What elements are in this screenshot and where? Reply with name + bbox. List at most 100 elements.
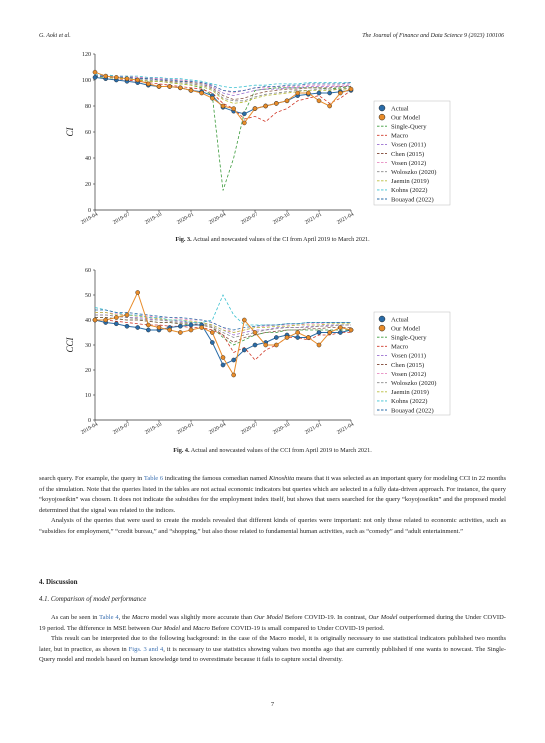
subsection-heading-comparison: 4.1. Comparison of model performance xyxy=(39,596,147,603)
point-actual xyxy=(188,322,194,328)
series-line-woloszko-2020 xyxy=(95,314,351,338)
point-our-model xyxy=(220,355,226,360)
point-our-model xyxy=(103,317,108,323)
point-our-model xyxy=(135,290,140,295)
point-our-model xyxy=(242,317,247,323)
x-tick-label: 2021-04 xyxy=(336,421,355,435)
point-our-model xyxy=(92,69,98,75)
point-actual xyxy=(146,327,151,333)
series-line-vosen-2011 xyxy=(95,314,351,336)
legend-marker-our-model xyxy=(378,113,386,121)
x-tick-label: 2020-10 xyxy=(272,211,291,225)
point-our-model xyxy=(188,327,194,333)
point-our-model xyxy=(338,325,343,330)
point-our-model xyxy=(327,330,332,335)
y-tick-label: 60 xyxy=(85,130,91,136)
point-our-model xyxy=(274,342,279,348)
point-our-model xyxy=(220,103,226,109)
series-line-macro xyxy=(95,319,351,361)
x-tick-label: 2020-04 xyxy=(208,211,227,225)
figure-4-label: Fig. 4. xyxy=(173,447,190,454)
point-our-model xyxy=(295,90,300,96)
point-our-model xyxy=(348,86,354,92)
x-tick-label: 2019-07 xyxy=(112,211,131,225)
x-tick-label: 2020-07 xyxy=(240,421,259,435)
point-our-model xyxy=(167,327,172,333)
figure-3-label: Fig. 3. xyxy=(175,236,192,243)
series-line-chen-2015 xyxy=(95,317,351,343)
point-actual xyxy=(220,362,226,368)
figure-3-caption-text: Actual and nowcasted values of the CI fr… xyxy=(192,236,370,243)
legend-label-our-model: Our Model xyxy=(391,114,420,121)
y-tick-label: 120 xyxy=(82,52,91,58)
y-tick-label: 0 xyxy=(88,208,91,214)
legend-label-actual: Actual xyxy=(391,105,409,112)
running-header-journal: The Journal of Finance and Data Science … xyxy=(362,33,504,39)
point-our-model xyxy=(252,106,258,111)
point-actual xyxy=(242,347,247,353)
legend-label-vosen-2011: Vosen (2011) xyxy=(391,353,426,360)
y-tick-label: 30 xyxy=(85,343,91,349)
point-our-model xyxy=(156,325,162,330)
figure-4-caption-text: Actual and nowcasted values of the CCI f… xyxy=(190,447,372,454)
section-heading-discussion: 4. Discussion xyxy=(39,578,78,586)
figs-3-4-link[interactable]: Figs. 3 and 4 xyxy=(128,645,164,653)
y-tick-label: 20 xyxy=(85,182,91,188)
point-our-model xyxy=(231,106,236,111)
x-tick-label: 2019-10 xyxy=(144,211,163,225)
legend-marker-our-model xyxy=(378,324,386,332)
x-tick-label: 2020-04 xyxy=(208,421,227,435)
point-our-model xyxy=(178,85,183,91)
legend: Actual Our Model Single-Query Macro Vosen (2… xyxy=(373,100,451,206)
point-our-model xyxy=(295,330,300,335)
series-line-bouayad-2022 xyxy=(95,75,352,93)
point-our-model xyxy=(135,77,140,83)
point-actual xyxy=(295,335,300,340)
legend-label-our-model: Our Model xyxy=(391,325,420,332)
y-tick-label: 0 xyxy=(88,418,91,424)
table-4-link[interactable]: Table 4 xyxy=(99,614,119,621)
y-tick-label: 40 xyxy=(85,156,91,162)
point-our-model xyxy=(306,90,311,96)
legend-box xyxy=(373,100,451,206)
point-actual xyxy=(92,75,98,80)
point-our-model xyxy=(252,330,258,335)
x-tick-label: 2020-01 xyxy=(176,211,195,225)
x-tick-label: 2020-10 xyxy=(272,421,291,435)
legend-label-macro: Macro xyxy=(391,344,409,351)
point-our-model xyxy=(316,98,322,104)
figure-4-caption: Fig. 4. Actual and nowcasted values of t… xyxy=(0,447,545,454)
series-line-kohns-2022 xyxy=(95,74,351,89)
legend: Actual Our Model Single-Query Macro Vosen (2… xyxy=(373,311,451,416)
legend-label-vosen-2012: Vosen (2012) xyxy=(391,160,426,167)
point-actual xyxy=(135,325,140,330)
legend-label-bouayad-2022: Bouayad (2022) xyxy=(391,196,434,203)
legend-label-jaemin-2019: Jaemin (2019) xyxy=(391,389,429,396)
x-tick-label: 2021-01 xyxy=(304,421,323,435)
x-tick-label: 2021-04 xyxy=(336,211,355,225)
y-tick-label: 100 xyxy=(82,78,91,84)
point-actual xyxy=(338,330,343,335)
point-our-model xyxy=(327,103,332,109)
series-line-jaemin-2019 xyxy=(95,312,351,333)
point-our-model xyxy=(156,84,162,89)
legend-label-jaemin-2019: Jaemin (2019) xyxy=(391,178,429,185)
running-header-authors: G. Aoki et al. xyxy=(39,33,71,39)
point-actual xyxy=(252,342,258,348)
point-our-model xyxy=(199,90,204,96)
legend-label-single-query: Single-Query xyxy=(391,335,427,342)
legend-label-chen-2015: Chen (2015) xyxy=(391,151,424,158)
table-6-link[interactable]: Table 6 xyxy=(143,475,164,482)
point-our-model xyxy=(242,120,247,126)
legend-label-woloszko-2020: Woloszko (2020) xyxy=(391,380,436,387)
point-our-model xyxy=(316,342,322,348)
point-actual xyxy=(327,90,332,96)
y-tick-label: 10 xyxy=(85,393,91,399)
point-actual xyxy=(114,321,119,327)
series-line-bouayad-2022 xyxy=(95,309,351,331)
point-our-model xyxy=(231,372,236,378)
legend-label-kohns-2022: Kohns (2022) xyxy=(391,398,427,405)
legend-label-bouayad-2022: Bouayad (2022) xyxy=(391,407,434,414)
y-axis-title: CCI xyxy=(65,337,75,353)
